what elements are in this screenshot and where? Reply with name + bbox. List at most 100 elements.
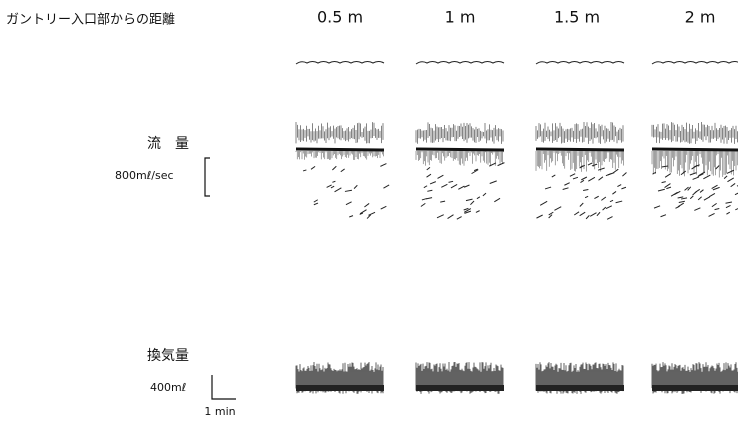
flow-spike [709, 193, 715, 196]
flow-spike [597, 212, 600, 216]
flow-spike [354, 185, 357, 188]
flow-spike [303, 170, 306, 171]
row-label: 換気量 [147, 348, 189, 364]
flow-spike [661, 215, 666, 217]
flow-spike [346, 202, 352, 205]
flow-spike [383, 185, 389, 188]
flow-spike [613, 169, 618, 173]
flow-spike [545, 187, 551, 189]
flow-spike [700, 190, 703, 193]
flow-spike [731, 183, 736, 186]
flow-spike [601, 197, 606, 200]
flow-spike [727, 178, 733, 182]
flow-spike [726, 212, 729, 214]
flow-spike [662, 182, 666, 183]
flow-spike [440, 201, 445, 202]
flow-spike [726, 205, 731, 207]
flow-spike [349, 216, 353, 217]
flow-spike [574, 212, 579, 215]
flow-spike [458, 186, 464, 189]
flow-spike [549, 212, 554, 215]
flow-spike [331, 186, 334, 188]
flow-line [536, 149, 624, 150]
flow-spike [603, 207, 606, 210]
column-label: 1.5 m [554, 8, 600, 27]
flow-spike [421, 203, 425, 206]
flow-spike [424, 186, 427, 188]
flow-spike [610, 200, 613, 201]
time-scale-label: 1 min [204, 405, 235, 418]
flow-spike [693, 191, 697, 195]
baseline-trace [296, 62, 384, 65]
flow-spike [658, 189, 665, 191]
flow-spike [709, 213, 715, 216]
flow-spike [327, 185, 332, 187]
flow-spike [381, 206, 387, 209]
flow-spike [693, 177, 699, 180]
flow-band [416, 122, 503, 143]
flow-spike [364, 203, 369, 207]
flow-spike [554, 207, 561, 211]
flow-spike [665, 174, 671, 178]
flow-spike [427, 190, 432, 191]
flow-spike [592, 164, 597, 166]
flow-spike [590, 213, 596, 217]
flow-line [416, 149, 504, 150]
flow-spike [552, 175, 556, 177]
flow-spike [727, 170, 734, 173]
flow-band [652, 122, 738, 144]
flow-spike [427, 174, 431, 177]
flow-spike [470, 201, 474, 205]
flow-spike [698, 197, 701, 200]
flow-spike [586, 215, 589, 219]
flow-spike [679, 201, 685, 202]
column-label: 2 m [685, 8, 716, 27]
flow-spike [606, 206, 612, 209]
flow-spike [476, 211, 480, 213]
flow-spike [585, 196, 588, 197]
flow-spike [703, 175, 710, 179]
flow-spike [332, 181, 335, 182]
flow-spike [608, 173, 615, 175]
flow-spike [690, 173, 697, 175]
flow-spike [380, 164, 386, 167]
flow-band [536, 122, 623, 144]
flow-spike [422, 199, 427, 200]
flow-spike [536, 215, 542, 218]
flow-spike [622, 172, 626, 176]
flow-spike [716, 165, 720, 169]
flow-spike [715, 209, 720, 210]
flow-spike [437, 215, 444, 218]
flow-spike [690, 196, 693, 199]
flow-spike [449, 181, 454, 182]
flow-spike [314, 200, 318, 202]
flow-spike [563, 188, 569, 190]
flow-spike [540, 201, 547, 205]
flow-line [296, 149, 384, 150]
flow-spike [448, 215, 454, 219]
flow-spike [581, 177, 587, 180]
scale-bar [205, 158, 210, 196]
flow-spike [345, 190, 352, 191]
flow-spike [612, 191, 616, 194]
flow-spike [564, 183, 569, 186]
flow-spike [573, 177, 578, 179]
flow-spike [621, 187, 626, 189]
flow-spike [704, 197, 710, 200]
flow-spike [588, 163, 593, 165]
ventilation-base [652, 385, 738, 391]
flow-spike [588, 177, 595, 181]
flow-spike [662, 166, 668, 167]
flow-spike [678, 197, 684, 198]
flow-spike [430, 182, 436, 184]
flow-spike [335, 188, 342, 192]
flow-spike [712, 203, 717, 206]
baseline-trace [536, 62, 624, 65]
flow-spike [665, 184, 671, 188]
flow-line [652, 149, 738, 150]
flow-spike [617, 185, 621, 187]
flow-spike [583, 190, 588, 191]
flow-spike [580, 203, 583, 206]
row-label: 流 量 [147, 136, 189, 152]
flow-spike [368, 212, 375, 215]
